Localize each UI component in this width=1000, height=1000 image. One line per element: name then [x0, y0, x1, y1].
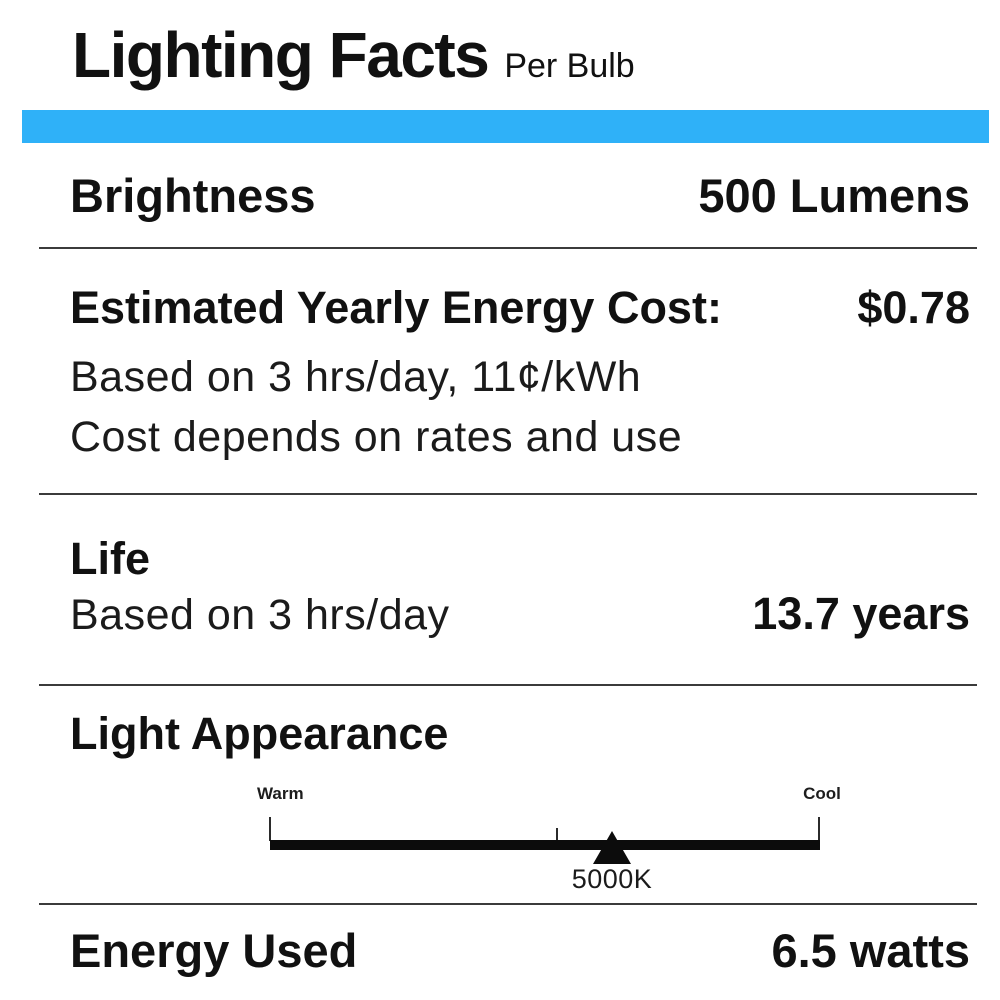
life-note: Based on 3 hrs/day [70, 591, 450, 639]
light-appearance-section: Light Appearance Warm Cool 5000K [0, 710, 1000, 903]
page-subtitle: Per Bulb [504, 47, 635, 85]
energy-cost-section: Estimated Yearly Energy Cost: $0.78 Base… [0, 285, 1000, 493]
life-section: Life Based on 3 hrs/day 13.7 years [0, 535, 1000, 684]
life-label: Life [70, 533, 151, 584]
page-title: Lighting Facts [72, 19, 490, 91]
brightness-row: Brightness 500 Lumens [0, 143, 1000, 247]
scale-marker-triangle-icon [593, 831, 631, 864]
scale-cool-label: Cool [803, 784, 841, 803]
scale-right-tick [818, 817, 820, 841]
brightness-value: 500 Lumens [698, 168, 970, 222]
light-appearance-label: Light Appearance [70, 708, 449, 759]
energy-cost-value: $0.78 [857, 282, 970, 333]
label-header: Lighting Facts Per Bulb [0, 0, 1000, 96]
scale-mid-tick [556, 828, 558, 841]
scale-bar [270, 840, 820, 850]
energy-used-value: 6.5 watts [771, 923, 970, 977]
energy-cost-notes: Based on 3 hrs/day, 11¢/kWh Cost depends… [70, 347, 970, 467]
divider [39, 247, 977, 249]
color-temperature-scale: Warm Cool 5000K [0, 758, 1000, 903]
energy-cost-note-disclaimer: Cost depends on rates and use [70, 413, 683, 461]
divider [39, 493, 977, 495]
scale-marker-value: 5000K [571, 864, 653, 894]
energy-used-label: Energy Used [70, 923, 358, 977]
divider [39, 903, 977, 905]
scale-warm-label: Warm [257, 784, 304, 803]
energy-cost-note-basis: Based on 3 hrs/day, 11¢/kWh [70, 353, 642, 401]
energy-used-row: Energy Used 6.5 watts [0, 905, 1000, 995]
accent-bar [22, 110, 989, 143]
energy-cost-label: Estimated Yearly Energy Cost: [70, 282, 722, 333]
life-row: Based on 3 hrs/day 13.7 years [70, 583, 970, 646]
energy-cost-row: Estimated Yearly Energy Cost: $0.78 [70, 285, 970, 331]
divider [39, 684, 977, 686]
life-value: 13.7 years [752, 588, 970, 639]
scale-left-tick [269, 817, 271, 841]
brightness-label: Brightness [70, 168, 316, 222]
